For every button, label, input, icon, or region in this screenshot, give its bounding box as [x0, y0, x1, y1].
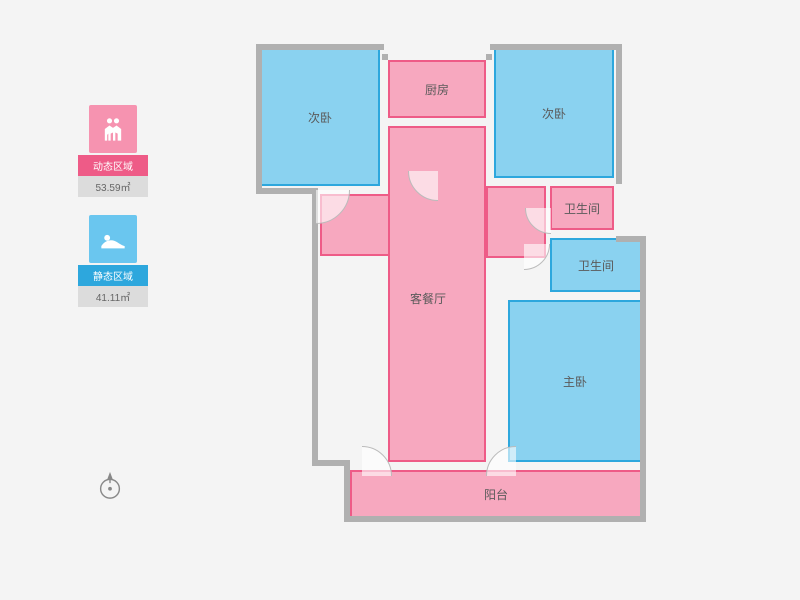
- legend: 动态区域 53.59㎡ 静态区域 41.11㎡: [78, 105, 148, 325]
- room-bedroom2-left: 次卧: [260, 48, 380, 186]
- room-label-bedroom2-left: 次卧: [308, 109, 332, 126]
- wall-seg-12: [382, 54, 388, 60]
- sleep-icon: [89, 215, 137, 263]
- legend-value-dynamic: 53.59㎡: [78, 176, 148, 197]
- room-bedroom2-right: 次卧: [494, 48, 614, 178]
- floorplan: 次卧厨房次卧卫生间卫生间客餐厅主卧阳台: [250, 40, 730, 560]
- wall-seg-0: [256, 44, 384, 50]
- legend-item-static: 静态区域 41.11㎡: [78, 215, 148, 307]
- wall-seg-9: [616, 236, 646, 242]
- room-bath1: 卫生间: [550, 186, 614, 230]
- wall-seg-7: [640, 460, 646, 522]
- room-balcony: 阳台: [350, 470, 642, 518]
- room-kitchen: 厨房: [388, 60, 486, 118]
- wall-seg-1: [256, 44, 262, 194]
- people-icon: [89, 105, 137, 153]
- room-label-bath1: 卫生间: [564, 200, 600, 217]
- wall-seg-13: [486, 54, 492, 60]
- room-bath2: 卫生间: [550, 238, 642, 292]
- legend-label-dynamic: 动态区域: [78, 155, 148, 176]
- wall-seg-3: [312, 188, 318, 464]
- legend-label-static: 静态区域: [78, 265, 148, 286]
- wall-seg-5: [344, 460, 350, 522]
- room-label-bath2: 卫生间: [578, 257, 614, 274]
- wall-seg-11: [490, 44, 620, 50]
- room-label-balcony: 阳台: [484, 486, 508, 503]
- wall-seg-10: [616, 44, 622, 184]
- wall-seg-8: [640, 236, 646, 466]
- room-label-master: 主卧: [563, 373, 587, 390]
- exterior-notch: [388, 40, 486, 58]
- legend-item-dynamic: 动态区域 53.59㎡: [78, 105, 148, 197]
- room-master: 主卧: [508, 300, 642, 462]
- wall-seg-2: [256, 188, 318, 194]
- legend-value-static: 41.11㎡: [78, 286, 148, 307]
- compass-icon: [95, 470, 125, 500]
- room-label-kitchen: 厨房: [425, 81, 449, 98]
- room-label-bedroom2-right: 次卧: [542, 105, 566, 122]
- wall-seg-6: [344, 516, 646, 522]
